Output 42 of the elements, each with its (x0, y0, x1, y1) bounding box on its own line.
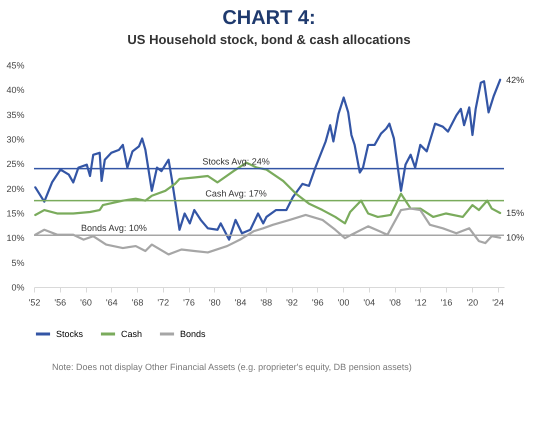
x-tick-label: '60 (80, 298, 92, 308)
x-tick-label: '16 (440, 298, 452, 308)
x-tick-label: '92 (286, 298, 298, 308)
y-tick-label: 30% (6, 134, 24, 144)
data-label: 15% (506, 208, 524, 218)
x-tick-label: '56 (54, 298, 66, 308)
data-label: 10% (506, 232, 524, 243)
y-tick-label: 40% (6, 85, 24, 96)
ref-line-label: Cash Avg: 17% (205, 188, 267, 199)
ref-line-label: Stocks Avg: 24% (202, 156, 270, 167)
x-tick-label: '84 (234, 298, 246, 308)
x-tick-label: '76 (183, 298, 195, 308)
x-tick-label: '12 (414, 298, 427, 308)
x-tick-label: '52 (28, 298, 40, 308)
x-tick-label: '72 (157, 298, 170, 308)
y-tick-label: 20% (6, 184, 24, 194)
ref-line-label: Bonds Avg: 10% (80, 223, 147, 234)
legend-label: Bonds (180, 329, 206, 339)
y-tick-label: 35% (6, 110, 24, 120)
x-tick-label: '80 (208, 298, 221, 308)
chart-subtitle: US Household stock, bond & cash allocations (127, 32, 411, 47)
chart-title: CHART 4: (222, 7, 316, 29)
legend-label: Stocks (56, 329, 84, 339)
x-tick-label: '88 (260, 298, 272, 308)
x-tick-label: '00 (338, 298, 350, 308)
data-label: 42% (506, 74, 524, 85)
x-tick-label: '24 (492, 298, 504, 308)
y-tick-label: 25% (6, 159, 24, 170)
text: Note: Does not display Other Financial Assets (e.g. proprieter's equity, DB pension assets) (52, 361, 413, 373)
y-tick-label: 45% (6, 60, 24, 70)
x-tick-label: '96 (312, 298, 324, 308)
y-tick-label: 15% (6, 208, 24, 218)
y-tick-label: 10% (6, 233, 24, 244)
legend-label: Cash (121, 329, 142, 339)
x-tick-label: '04 (363, 298, 376, 308)
x-tick-label: '64 (106, 298, 118, 308)
x-tick-label: '20 (466, 298, 478, 308)
x-tick-label: '68 (132, 298, 144, 308)
y-tick-label: 0% (11, 282, 24, 292)
x-tick-label: '08 (389, 298, 401, 308)
line-series (34, 78, 502, 241)
y-tick-label: 5% (11, 258, 24, 268)
